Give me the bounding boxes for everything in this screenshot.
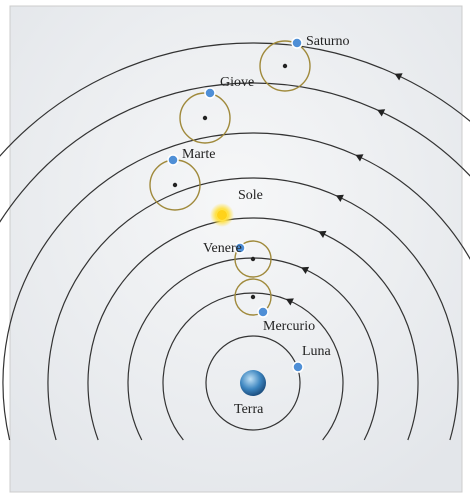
planet-label: Mercurio: [263, 319, 315, 334]
epicycle-center: [251, 257, 255, 261]
planet-label: Terra: [234, 402, 264, 417]
planet-label: Giove: [220, 75, 254, 90]
epicycle-center: [173, 183, 177, 187]
sun: [217, 210, 227, 220]
planet-label: Saturno: [306, 34, 350, 49]
epicycle-center: [283, 64, 287, 68]
planet: [292, 38, 302, 48]
planet: [205, 88, 215, 98]
epicycle-center: [203, 116, 207, 120]
earth: [240, 370, 266, 396]
planet: [168, 155, 178, 165]
planet-label: Luna: [302, 344, 332, 359]
diagram: Saturno Giove Marte Sole Venere Mercurio Luna T…: [0, 0, 470, 498]
planet-label: Sole: [238, 188, 263, 203]
moon: [293, 362, 303, 372]
planet-label: Venere: [203, 241, 242, 256]
epicycle-center: [251, 295, 255, 299]
planet: [258, 307, 268, 317]
planet-label: Marte: [182, 147, 215, 162]
